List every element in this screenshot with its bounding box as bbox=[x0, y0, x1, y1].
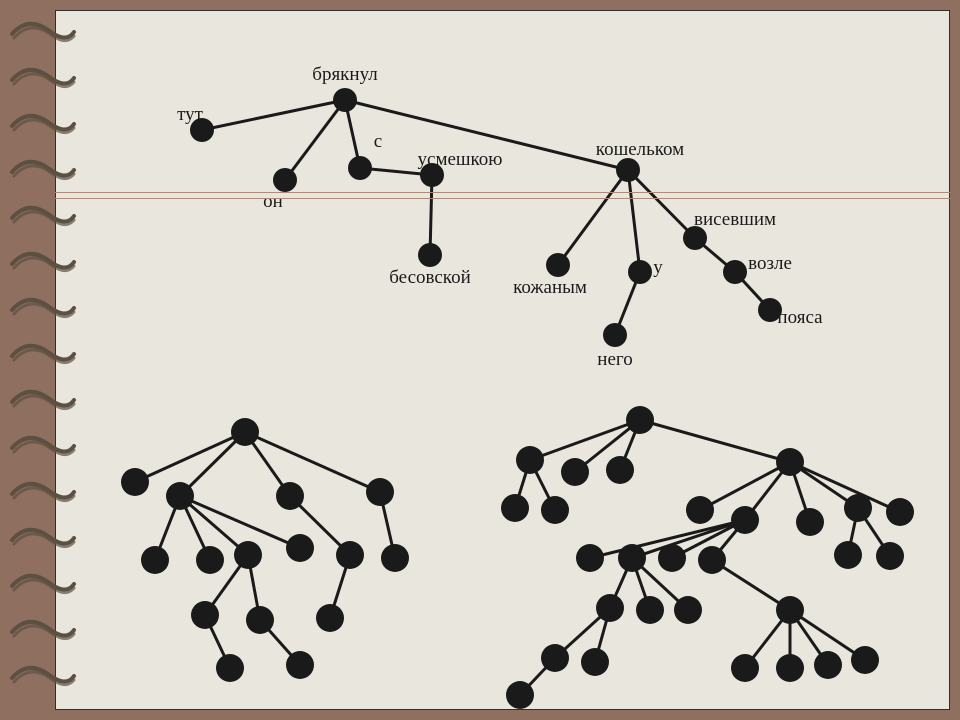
node-label: пояса bbox=[777, 307, 822, 329]
node-label: него bbox=[597, 349, 632, 371]
node-label: тут bbox=[177, 104, 203, 126]
node-label: у bbox=[653, 257, 663, 279]
divider-line bbox=[55, 198, 950, 199]
node-label: усмешкою bbox=[418, 149, 503, 171]
node-label: кошельком bbox=[596, 139, 684, 161]
node-label: с bbox=[374, 131, 382, 153]
slide-frame: брякнул тут он с усмешкою кошельком бесовской к… bbox=[0, 0, 960, 720]
node-label: брякнул bbox=[312, 64, 377, 86]
node-label: висевшим bbox=[694, 209, 776, 231]
tree-diagram-svg bbox=[0, 0, 960, 720]
divider-line bbox=[55, 192, 950, 193]
node-label: кожаным bbox=[513, 277, 587, 299]
node-label: бесовской bbox=[389, 267, 470, 289]
node-label: возле bbox=[748, 253, 792, 275]
node-label: он bbox=[263, 191, 283, 213]
